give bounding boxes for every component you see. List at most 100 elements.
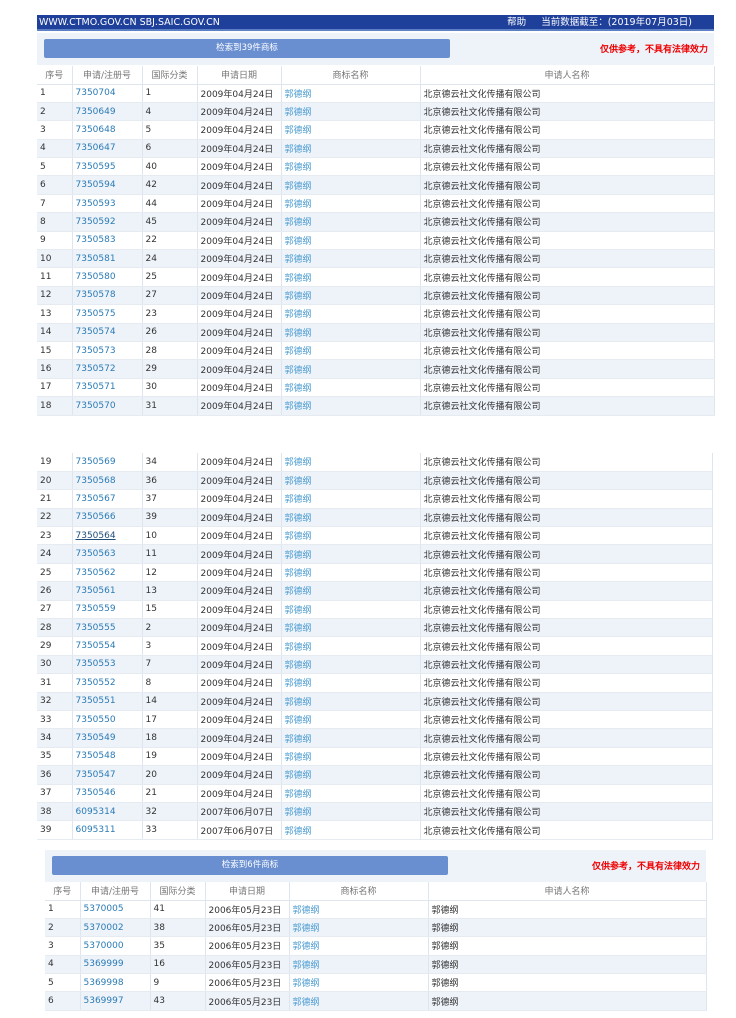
reg-number-cell[interactable]: 5370002: [80, 918, 151, 938]
trademark-name-cell[interactable]: 郭德纲: [289, 973, 429, 993]
reg-number-cell[interactable]: 7350578: [72, 286, 143, 306]
reg-number-cell[interactable]: 6095314: [72, 802, 143, 822]
seq-cell: 18: [37, 396, 73, 416]
trademark-name-cell[interactable]: 郭德纲: [289, 918, 429, 938]
reg-number-cell[interactable]: 7350593: [72, 194, 143, 214]
trademark-name-cell[interactable]: 郭德纲: [289, 955, 429, 975]
trademark-name-cell[interactable]: 郭德纲: [281, 600, 421, 620]
trademark-name-cell[interactable]: 郭德纲: [281, 508, 421, 528]
reg-number-cell[interactable]: 5369998: [80, 973, 151, 993]
trademark-name-cell[interactable]: 郭德纲: [281, 359, 421, 379]
reg-number-cell[interactable]: 5370005: [80, 900, 151, 919]
trademark-name-cell[interactable]: 郭德纲: [281, 286, 421, 306]
reg-number-cell[interactable]: 7350569: [72, 453, 143, 472]
reg-number-cell[interactable]: 5370000: [80, 936, 151, 956]
trademark-name-cell[interactable]: 郭德纲: [281, 728, 421, 748]
app-date-cell: 2009年04月24日: [197, 323, 282, 342]
trademark-name-cell[interactable]: 郭德纲: [281, 212, 421, 232]
applicant-name-cell: 郭德纲: [428, 991, 707, 1011]
trademark-name-cell[interactable]: 郭德纲: [281, 396, 421, 416]
reg-number-cell[interactable]: 7350546: [72, 784, 143, 803]
reg-number-cell[interactable]: 7350583: [72, 231, 143, 251]
reg-number-cell[interactable]: 7350580: [72, 267, 143, 287]
reg-number-cell[interactable]: 7350561: [72, 581, 143, 601]
trademark-name-cell[interactable]: 郭德纲: [281, 710, 421, 730]
trademark-name-cell[interactable]: 郭德纲: [281, 618, 421, 638]
reg-number-cell[interactable]: 7350570: [72, 396, 143, 416]
reg-number-cell[interactable]: 7350592: [72, 212, 143, 232]
trademark-name-cell[interactable]: 郭德纲: [281, 175, 421, 195]
reg-number-cell[interactable]: 7350567: [72, 489, 143, 509]
reg-number-cell[interactable]: 7350553: [72, 655, 143, 675]
trademark-name-cell[interactable]: 郭德纲: [281, 820, 421, 840]
trademark-name-cell[interactable]: 郭德纲: [289, 991, 429, 1011]
trademark-name-cell[interactable]: 郭德纲: [281, 692, 421, 711]
reg-number-cell[interactable]: 7350574: [72, 323, 143, 342]
help-link[interactable]: 帮助: [507, 17, 527, 28]
trademark-name-cell[interactable]: 郭德纲: [281, 581, 421, 601]
reg-number-cell[interactable]: 7350572: [72, 359, 143, 379]
reg-number-cell[interactable]: 7350554: [72, 636, 143, 656]
reg-number-cell[interactable]: 7350594: [72, 175, 143, 195]
reg-number-cell[interactable]: 7350559: [72, 600, 143, 620]
reg-number-cell[interactable]: 7350568: [72, 471, 143, 491]
reg-number-cell[interactable]: 7350581: [72, 249, 143, 269]
trademark-name-cell[interactable]: 郭德纲: [281, 157, 421, 177]
reg-number-cell[interactable]: 6095311: [72, 820, 143, 840]
trademark-name-cell[interactable]: 郭德纲: [281, 784, 421, 803]
trademark-name-cell[interactable]: 郭德纲: [281, 563, 421, 583]
reg-number-cell[interactable]: 7350704: [72, 84, 143, 103]
trademark-name-cell[interactable]: 郭德纲: [281, 802, 421, 822]
reg-number-cell[interactable]: 7350562: [72, 563, 143, 583]
reg-number-cell[interactable]: 5369997: [80, 991, 151, 1011]
reg-number-cell[interactable]: 7350566: [72, 508, 143, 528]
trademark-name-cell[interactable]: 郭德纲: [281, 341, 421, 361]
app-date-cell: 2009年04月24日: [197, 655, 282, 675]
trademark-name-cell[interactable]: 郭德纲: [281, 102, 421, 122]
table-row: 32 7350551 14 2009年04月24日 郭德纲 北京德云社文化传播有限公司: [37, 692, 713, 711]
reg-number-cell[interactable]: 5369999: [80, 955, 151, 975]
reg-number-cell[interactable]: 7350550: [72, 710, 143, 730]
trademark-name-cell[interactable]: 郭德纲: [281, 673, 421, 693]
trademark-name-cell[interactable]: 郭德纲: [281, 84, 421, 103]
trademark-name-cell[interactable]: 郭德纲: [281, 544, 421, 564]
trademark-name-cell[interactable]: 郭德纲: [281, 655, 421, 675]
trademark-name-cell[interactable]: 郭德纲: [281, 471, 421, 491]
reg-number-cell[interactable]: 7350552: [72, 673, 143, 693]
trademark-name-cell[interactable]: 郭德纲: [281, 304, 421, 324]
reg-number-cell[interactable]: 7350549: [72, 728, 143, 748]
trademark-name-cell[interactable]: 郭德纲: [281, 249, 421, 269]
reg-number-cell[interactable]: 7350564: [72, 526, 143, 546]
result-count-button[interactable]: 检索到6件商标: [52, 856, 448, 875]
reg-number-cell[interactable]: 7350648: [72, 120, 143, 140]
applicant-name-cell: 北京德云社文化传播有限公司: [420, 139, 715, 159]
trademark-name-cell[interactable]: 郭德纲: [281, 489, 421, 509]
result-count-button[interactable]: 检索到39件商标: [44, 39, 450, 58]
trademark-name-cell[interactable]: 郭德纲: [281, 453, 421, 472]
reg-number-cell[interactable]: 7350548: [72, 747, 143, 767]
trademark-name-cell[interactable]: 郭德纲: [281, 267, 421, 287]
trademark-name-cell[interactable]: 郭德纲: [281, 194, 421, 214]
trademark-name-cell[interactable]: 郭德纲: [281, 636, 421, 656]
trademark-name-cell[interactable]: 郭德纲: [281, 120, 421, 140]
reg-number-cell[interactable]: 7350595: [72, 157, 143, 177]
trademark-name-cell[interactable]: 郭德纲: [281, 323, 421, 342]
reg-number-cell[interactable]: 7350575: [72, 304, 143, 324]
reg-number-cell[interactable]: 7350573: [72, 341, 143, 361]
reg-number-cell[interactable]: 7350647: [72, 139, 143, 159]
reg-number-cell[interactable]: 7350551: [72, 692, 143, 711]
reg-number-cell[interactable]: 7350649: [72, 102, 143, 122]
trademark-name-cell[interactable]: 郭德纲: [281, 747, 421, 767]
trademark-name-cell[interactable]: 郭德纲: [289, 936, 429, 956]
trademark-name-cell[interactable]: 郭德纲: [281, 139, 421, 159]
trademark-name-cell[interactable]: 郭德纲: [281, 765, 421, 785]
trademark-name-cell[interactable]: 郭德纲: [281, 526, 421, 546]
trademark-name-cell[interactable]: 郭德纲: [289, 900, 429, 919]
trademark-name-cell[interactable]: 郭德纲: [281, 378, 421, 398]
reg-number-cell[interactable]: 7350555: [72, 618, 143, 638]
reg-number-cell[interactable]: 7350547: [72, 765, 143, 785]
reg-number-cell[interactable]: 7350563: [72, 544, 143, 564]
reg-number-cell[interactable]: 7350571: [72, 378, 143, 398]
trademark-name-cell[interactable]: 郭德纲: [281, 231, 421, 251]
app-date-cell: 2009年04月24日: [197, 581, 282, 601]
